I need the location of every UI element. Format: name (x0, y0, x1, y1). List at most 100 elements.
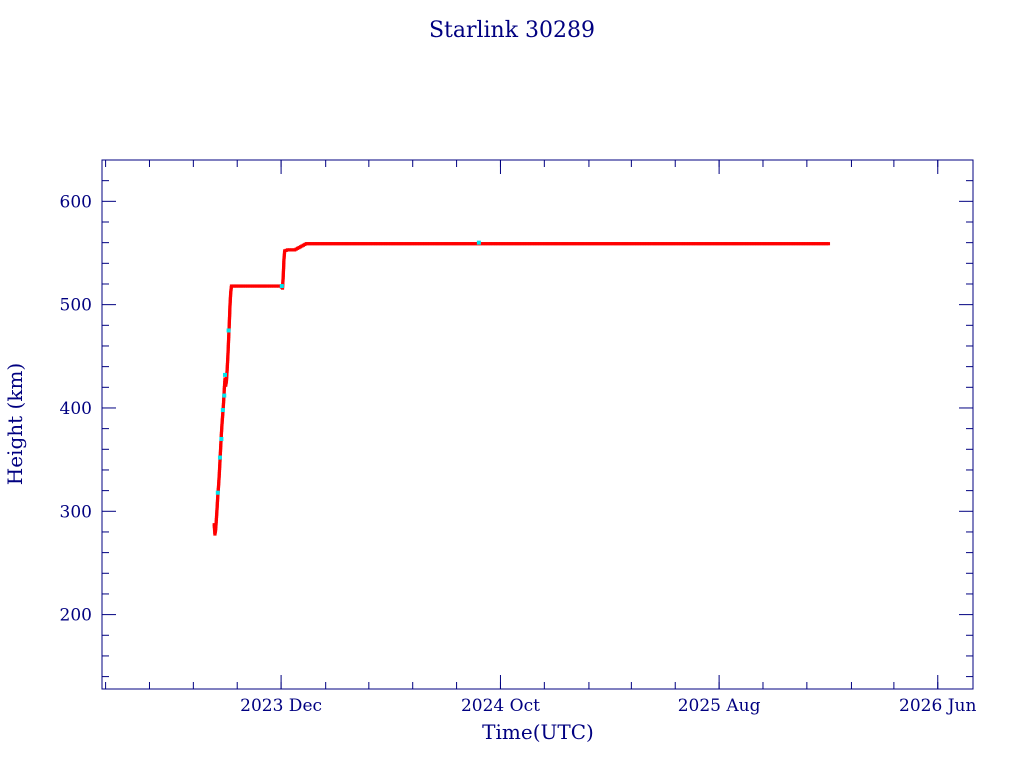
data-point (215, 513, 219, 517)
data-point (216, 484, 221, 489)
x-tick-label: 2024 Oct (461, 696, 540, 716)
data-point (537, 242, 541, 246)
highlight-point (222, 393, 227, 398)
data-point (235, 284, 239, 288)
data-point (225, 361, 230, 365)
data-point (638, 242, 642, 246)
data-point (249, 284, 253, 288)
data-point (214, 514, 219, 518)
data-point (806, 242, 811, 246)
data-point (224, 379, 229, 383)
data-point (330, 242, 334, 246)
data-point (332, 242, 336, 246)
data-point (527, 242, 531, 246)
data-point (217, 468, 222, 472)
data-point (483, 242, 488, 246)
data-point (327, 242, 331, 246)
data-point (340, 242, 344, 246)
data-point (818, 242, 822, 246)
data-point (222, 386, 226, 390)
data-point (788, 242, 792, 246)
data-point (741, 242, 745, 246)
y-tick-label: 500 (60, 296, 92, 316)
data-point (680, 242, 684, 246)
data-point (215, 511, 219, 515)
data-point (221, 402, 226, 407)
data-point (218, 448, 223, 453)
data-point (219, 430, 224, 434)
y-tick-label: 600 (60, 192, 92, 212)
data-point (271, 284, 275, 288)
data-point (217, 471, 221, 476)
data-point (431, 242, 435, 246)
data-point (758, 242, 762, 246)
data-point (217, 483, 221, 487)
data-point (691, 242, 696, 246)
data-point (221, 404, 225, 408)
data-point (417, 242, 421, 246)
highlight-point (222, 372, 227, 377)
data-point (429, 242, 433, 246)
data-point (315, 242, 320, 246)
y-tick-label: 200 (60, 606, 92, 626)
data-point (380, 242, 384, 246)
data-point (218, 450, 223, 454)
data-point (225, 364, 229, 368)
data-point (383, 242, 388, 246)
data-point (685, 242, 689, 246)
data-point (482, 242, 486, 246)
data-point (214, 528, 218, 532)
data-point (242, 284, 246, 288)
data-point (225, 376, 229, 380)
data-point (282, 255, 286, 260)
data-point (304, 242, 308, 246)
data-point (319, 242, 323, 246)
data-point (245, 284, 249, 288)
data-point (217, 480, 221, 484)
data-point (335, 242, 339, 246)
data-point (810, 242, 814, 246)
data-point (226, 346, 230, 350)
data-point (641, 242, 645, 246)
data-point (368, 242, 373, 246)
y-tick-label: 300 (60, 502, 92, 522)
data-point (218, 447, 223, 451)
data-point (227, 333, 231, 337)
data-point (790, 242, 794, 246)
data-point (690, 242, 694, 246)
data-point (311, 242, 315, 246)
data-point (256, 284, 260, 288)
data-point (262, 284, 266, 288)
data-point (532, 242, 536, 246)
data-point (226, 348, 230, 352)
data-point (534, 242, 538, 246)
data-point (800, 242, 804, 246)
data-point (411, 242, 415, 246)
data-point (367, 242, 371, 246)
data-point (634, 242, 638, 246)
data-point (744, 242, 748, 246)
data-point (385, 242, 389, 246)
data-point (324, 242, 328, 246)
data-point (675, 242, 679, 246)
data-point (222, 387, 226, 391)
data-point (743, 242, 747, 246)
data-point (683, 242, 687, 246)
highlight-point (219, 436, 224, 441)
data-point (225, 369, 229, 373)
data-point (282, 259, 286, 263)
data-point (317, 242, 321, 246)
data-point (791, 242, 796, 246)
data-point (222, 391, 226, 395)
data-point (222, 399, 226, 403)
data-point (480, 242, 484, 246)
data-point (218, 460, 222, 464)
data-point (276, 284, 281, 288)
data-point (275, 284, 279, 288)
data-point (226, 344, 230, 348)
data-point (225, 368, 229, 372)
data-point (226, 353, 230, 357)
data-point (218, 463, 222, 467)
